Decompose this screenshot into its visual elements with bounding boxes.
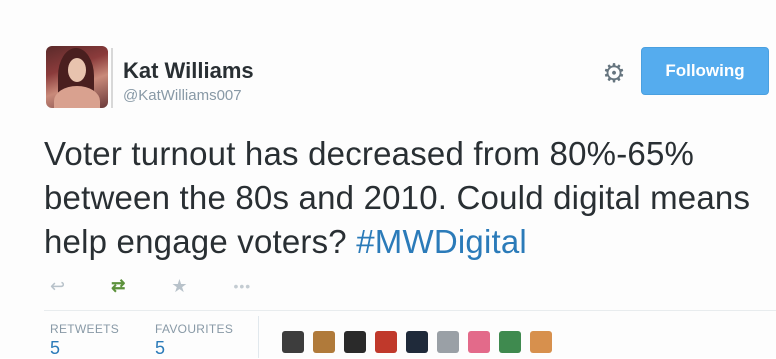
favoriter-avatar[interactable] [344,331,366,353]
avatar-face [68,58,86,82]
tweet-actions: ↩ ⇄ ★ ••• [50,276,297,296]
more-icon[interactable]: ••• [233,278,252,294]
tweet-body: Voter turnout has decreased from 80%-65%… [44,135,751,260]
retweet-icon[interactable]: ⇄ [111,276,126,295]
favoriter-avatar[interactable] [530,331,552,353]
favoriter-avatar[interactable] [468,331,490,353]
favourites-count[interactable]: 5 [155,338,166,358]
retweets-label: RETWEETS [50,322,120,336]
favoriter-avatar[interactable] [499,331,521,353]
following-button[interactable]: Following [641,47,769,95]
favourites-label: FAVOURITES [155,322,234,336]
favoriter-avatar[interactable] [375,331,397,353]
reply-icon[interactable]: ↩ [50,275,66,296]
favoriters-list [282,326,561,358]
gear-icon[interactable]: ⚙ [602,58,626,88]
stats-vertical-divider [258,316,259,358]
avatar-divider [111,48,113,108]
favoriter-avatar[interactable] [313,331,335,353]
star-icon[interactable]: ★ [171,275,188,296]
author-avatar[interactable] [46,46,108,108]
favoriter-avatar[interactable] [437,331,459,353]
favoriter-avatar[interactable] [282,331,304,353]
hashtag-link[interactable]: #MWDigital [356,223,527,260]
tweet-text: Voter turnout has decreased from 80%-65%… [44,132,774,264]
favoriter-avatar[interactable] [406,331,428,353]
stats-divider-line [44,310,776,311]
author-name[interactable]: Kat Williams [123,58,254,83]
retweets-count[interactable]: 5 [50,338,61,358]
avatar-shoulder [54,86,100,108]
author-handle[interactable]: @KatWilliams007 [123,87,242,104]
